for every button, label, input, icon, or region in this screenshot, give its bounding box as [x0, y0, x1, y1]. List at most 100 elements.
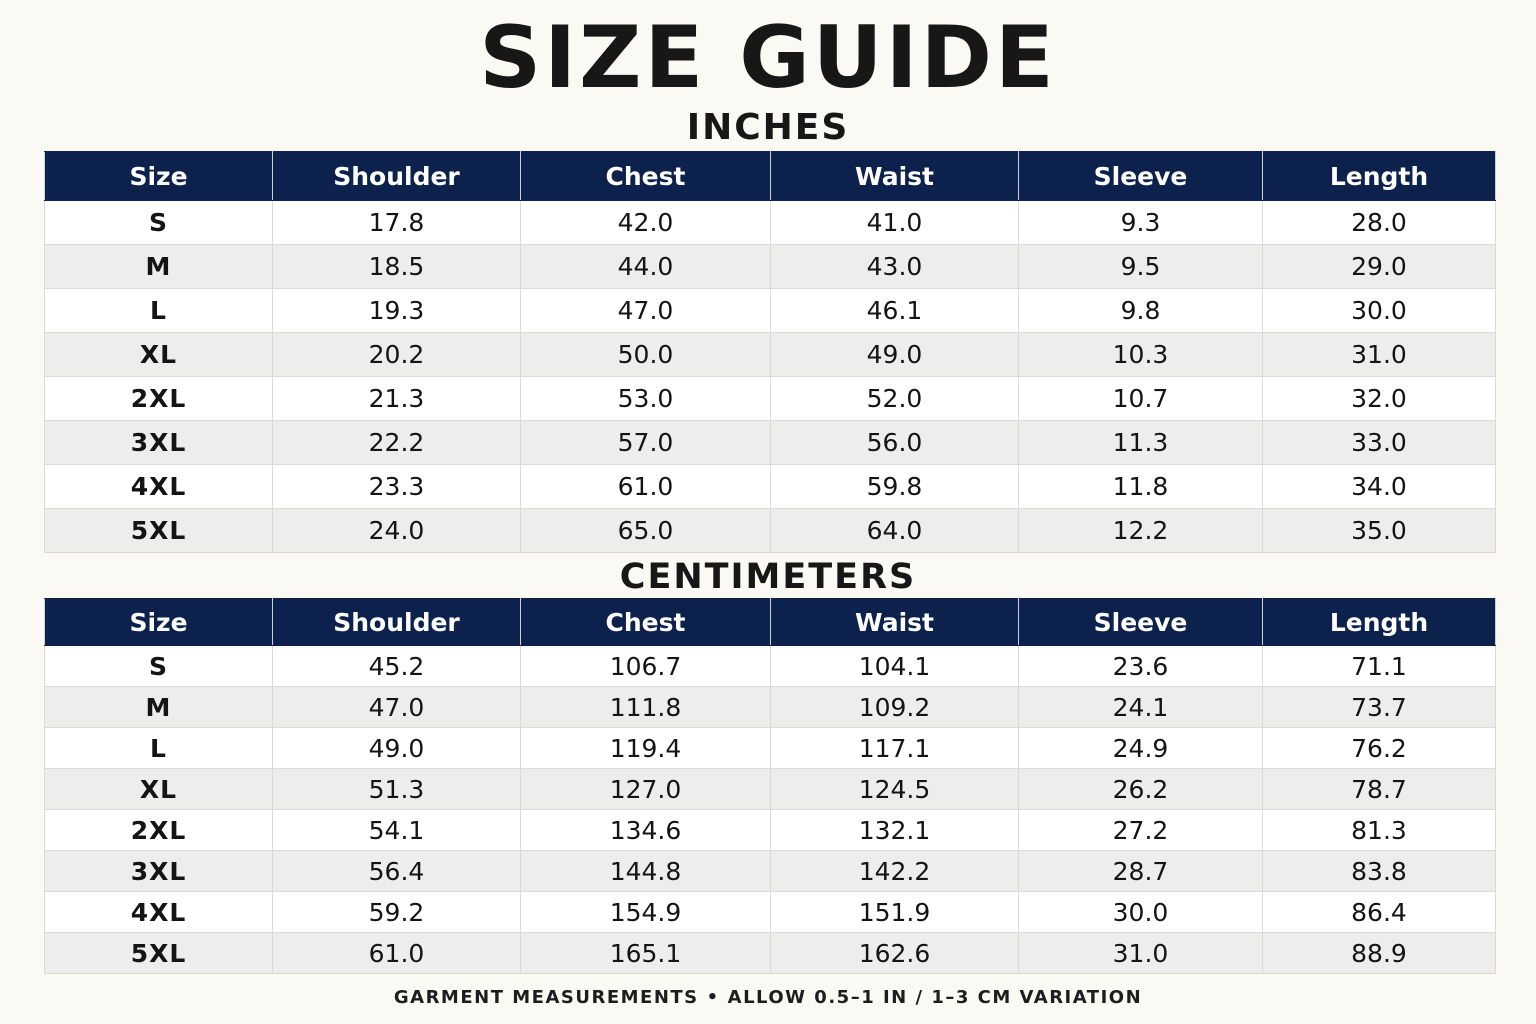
sleeve-cell: 11.3 [1018, 420, 1263, 465]
chest-cell: 134.6 [520, 809, 771, 851]
sleeve-cell: 10.7 [1018, 376, 1263, 421]
shoulder-cell: 61.0 [272, 932, 521, 974]
table-row: L 19.3 47.0 46.1 9.8 30.0 [44, 288, 1496, 333]
size-cell: S [44, 645, 273, 687]
table-row: XL 20.2 50.0 49.0 10.3 31.0 [44, 332, 1496, 377]
chest-cell: 47.0 [520, 288, 771, 333]
chest-cell: 65.0 [520, 508, 771, 553]
table-row: 5XL 24.0 65.0 64.0 12.2 35.0 [44, 508, 1496, 553]
waist-cell: 104.1 [770, 645, 1019, 687]
shoulder-cell: 21.3 [272, 376, 521, 421]
shoulder-cell: 47.0 [272, 686, 521, 728]
waist-cell: 162.6 [770, 932, 1019, 974]
shoulder-cell: 59.2 [272, 891, 521, 933]
size-cell: L [44, 288, 273, 333]
waist-cell: 49.0 [770, 332, 1019, 377]
sleeve-cell: 24.9 [1018, 727, 1263, 769]
length-cell: 34.0 [1262, 464, 1496, 509]
length-cell: 71.1 [1262, 645, 1496, 687]
table-row: 4XL 59.2 154.9 151.9 30.0 86.4 [44, 891, 1496, 933]
chest-cell: 144.8 [520, 850, 771, 892]
chest-cell: 61.0 [520, 464, 771, 509]
size-cell: 3XL [44, 420, 273, 465]
length-cell: 31.0 [1262, 332, 1496, 377]
chest-cell: 119.4 [520, 727, 771, 769]
shoulder-cell: 17.8 [272, 200, 521, 245]
length-cell: 28.0 [1262, 200, 1496, 245]
column-header-sleeve: Sleeve [1018, 598, 1263, 646]
table-row: M 47.0 111.8 109.2 24.1 73.7 [44, 686, 1496, 728]
size-cell: 3XL [44, 850, 273, 892]
shoulder-cell: 18.5 [272, 244, 521, 289]
length-cell: 29.0 [1262, 244, 1496, 289]
shoulder-cell: 20.2 [272, 332, 521, 377]
sleeve-cell: 30.0 [1018, 891, 1263, 933]
size-cell: 4XL [44, 464, 273, 509]
column-header-sleeve: Sleeve [1018, 151, 1263, 201]
length-cell: 86.4 [1262, 891, 1496, 933]
sleeve-cell: 9.3 [1018, 200, 1263, 245]
shoulder-cell: 23.3 [272, 464, 521, 509]
table-row: 2XL 54.1 134.6 132.1 27.2 81.3 [44, 809, 1496, 851]
size-cell: 5XL [44, 508, 273, 553]
chest-cell: 106.7 [520, 645, 771, 687]
waist-cell: 43.0 [770, 244, 1019, 289]
shoulder-cell: 51.3 [272, 768, 521, 810]
shoulder-cell: 22.2 [272, 420, 521, 465]
waist-cell: 59.8 [770, 464, 1019, 509]
shoulder-cell: 19.3 [272, 288, 521, 333]
size-cell: XL [44, 768, 273, 810]
size-cell: S [44, 200, 273, 245]
table-row: S 17.8 42.0 41.0 9.3 28.0 [44, 200, 1496, 245]
length-cell: 33.0 [1262, 420, 1496, 465]
length-cell: 76.2 [1262, 727, 1496, 769]
table-row: XL 51.3 127.0 124.5 26.2 78.7 [44, 768, 1496, 810]
size-cell: XL [44, 332, 273, 377]
chest-cell: 165.1 [520, 932, 771, 974]
size-cell: M [44, 244, 273, 289]
column-header-waist: Waist [770, 598, 1019, 646]
size-cell: 5XL [44, 932, 273, 974]
waist-cell: 52.0 [770, 376, 1019, 421]
shoulder-cell: 56.4 [272, 850, 521, 892]
table-row: L 49.0 119.4 117.1 24.9 76.2 [44, 727, 1496, 769]
shoulder-cell: 54.1 [272, 809, 521, 851]
length-cell: 30.0 [1262, 288, 1496, 333]
shoulder-cell: 49.0 [272, 727, 521, 769]
table-row: 3XL 22.2 57.0 56.0 11.3 33.0 [44, 420, 1496, 465]
sleeve-cell: 24.1 [1018, 686, 1263, 728]
sleeve-cell: 11.8 [1018, 464, 1263, 509]
column-header-shoulder: Shoulder [272, 598, 521, 646]
waist-cell: 151.9 [770, 891, 1019, 933]
inches-size-table: Size Shoulder Chest Waist Sleeve Length … [44, 151, 1496, 553]
inches-section-title: INCHES [686, 107, 850, 148]
sleeve-cell: 12.2 [1018, 508, 1263, 553]
column-header-size: Size [44, 598, 273, 646]
chest-cell: 57.0 [520, 420, 771, 465]
table-row: 3XL 56.4 144.8 142.2 28.7 83.8 [44, 850, 1496, 892]
measurement-note: GARMENT MEASUREMENTS • ALLOW 0.5–1 IN / 1–… [0, 985, 1536, 1011]
waist-cell: 142.2 [770, 850, 1019, 892]
sleeve-cell: 10.3 [1018, 332, 1263, 377]
length-cell: 35.0 [1262, 508, 1496, 553]
table-row: 5XL 61.0 165.1 162.6 31.0 88.9 [44, 932, 1496, 974]
centimeters-size-table: Size Shoulder Chest Waist Sleeve Length … [44, 598, 1496, 974]
size-cell: 4XL [44, 891, 273, 933]
waist-cell: 64.0 [770, 508, 1019, 553]
chest-cell: 44.0 [520, 244, 771, 289]
length-cell: 32.0 [1262, 376, 1496, 421]
column-header-length: Length [1262, 598, 1496, 646]
column-header-chest: Chest [520, 151, 771, 201]
shoulder-cell: 45.2 [272, 645, 521, 687]
size-cell: M [44, 686, 273, 728]
waist-cell: 109.2 [770, 686, 1019, 728]
size-cell: L [44, 727, 273, 769]
column-header-size: Size [44, 151, 273, 201]
chest-cell: 127.0 [520, 768, 771, 810]
length-cell: 81.3 [1262, 809, 1496, 851]
sleeve-cell: 28.7 [1018, 850, 1263, 892]
size-cell: 2XL [44, 809, 273, 851]
column-header-chest: Chest [520, 598, 771, 646]
sleeve-cell: 27.2 [1018, 809, 1263, 851]
length-cell: 83.8 [1262, 850, 1496, 892]
